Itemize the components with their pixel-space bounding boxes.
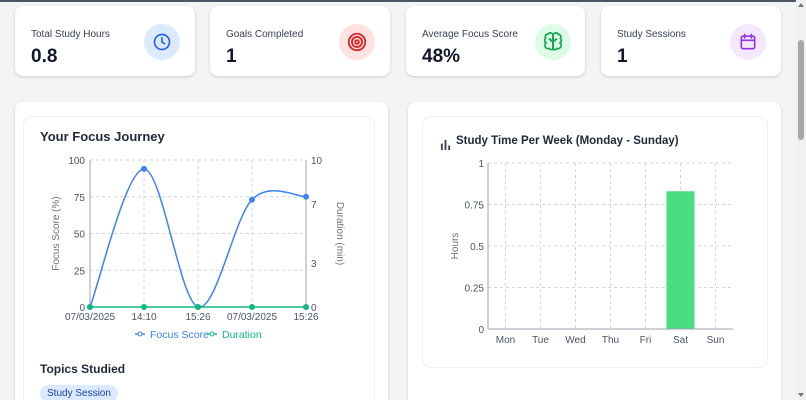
clock-icon xyxy=(144,24,180,60)
stat-card-goals-completed: Goals Completed 1 xyxy=(210,6,390,76)
stat-value: 1 xyxy=(226,46,237,67)
stat-title: Average Focus Score xyxy=(422,29,518,40)
focus-journey-panel xyxy=(15,102,388,400)
calendar-icon xyxy=(730,24,766,60)
stat-title: Study Sessions xyxy=(617,29,686,40)
y-tick-label: 100 xyxy=(68,156,85,167)
x-tick-label: Wed xyxy=(565,335,585,346)
data-point xyxy=(249,196,255,203)
data-point xyxy=(303,193,309,200)
y2-tick-label: 7 xyxy=(311,200,317,211)
bar-chart-icon xyxy=(440,137,451,155)
stat-title: Total Study Hours xyxy=(31,29,110,40)
series-line xyxy=(89,168,307,308)
x-tick-label: Tue xyxy=(532,335,549,346)
legend-label: Duration xyxy=(222,329,262,341)
y2-tick-label: 3 xyxy=(311,259,317,270)
target-icon xyxy=(339,24,375,60)
x-tick-label: Fri xyxy=(640,335,652,346)
y-tick-label: 0 xyxy=(79,303,85,314)
window-top-border xyxy=(0,0,806,2)
x-tick-label: 15:26 xyxy=(185,312,210,323)
legend-marker xyxy=(137,331,143,337)
x-tick-label: 07/03/2025 xyxy=(227,312,277,323)
x-tick-label: Mon xyxy=(496,335,515,346)
bar xyxy=(666,191,695,329)
y-tick-label: 0.5 xyxy=(470,242,484,253)
scroll-up-arrow-icon[interactable] xyxy=(798,3,804,7)
y-tick-label: 0 xyxy=(478,325,484,336)
topics-studied-title: Topics Studied xyxy=(40,362,126,376)
y2-tick-label: 10 xyxy=(311,156,323,167)
legend-marker xyxy=(209,331,215,337)
legend-label: Focus Score xyxy=(150,329,209,341)
stat-title: Goals Completed xyxy=(226,29,304,40)
data-point xyxy=(195,304,201,310)
data-point xyxy=(141,165,147,172)
topic-badge[interactable]: Study Session xyxy=(40,385,118,400)
weekly-bar-chart: 0 0.25 0.5 0.75 1 Mon Tue Wed Thu Fri Sat Sun Hours xyxy=(450,159,733,346)
stat-value: 1 xyxy=(617,46,628,67)
y-axis-label: Focus Score (%) xyxy=(51,196,62,270)
weekly-study-panel xyxy=(408,102,781,400)
y-axis-label: Hours xyxy=(450,233,461,260)
data-point xyxy=(141,304,147,310)
data-point xyxy=(87,304,93,310)
stat-card-average-focus: Average Focus Score 48% xyxy=(406,6,585,76)
scroll-down-arrow-icon[interactable] xyxy=(798,393,804,397)
x-tick-label: 07/03/2025 xyxy=(65,312,115,323)
y-tick-label: 25 xyxy=(74,266,86,277)
data-point xyxy=(249,304,255,310)
x-tick-label: 14:10 xyxy=(131,312,156,323)
brain-icon xyxy=(535,24,571,60)
focus-journey-title: Your Focus Journey xyxy=(40,129,165,144)
x-tick-label: Sat xyxy=(673,335,688,346)
x-tick-label: Sun xyxy=(707,335,725,346)
stat-card-total-hours: Total Study Hours 0.8 xyxy=(15,6,195,76)
stat-value: 0.8 xyxy=(31,46,58,67)
y2-tick-label: 0 xyxy=(311,303,317,314)
focus-journey-inner-card xyxy=(24,117,374,400)
x-tick-label: 15:26 xyxy=(293,312,318,323)
y-tick-label: 1 xyxy=(478,159,484,170)
weekly-chart-title: Study Time Per Week (Monday - Sunday) xyxy=(456,135,679,147)
data-point xyxy=(303,304,309,310)
y-tick-label: 0.25 xyxy=(465,284,485,295)
y2-axis-label: Duration (min) xyxy=(334,202,345,265)
weekly-study-inner-card xyxy=(423,117,767,367)
y-tick-label: 50 xyxy=(74,230,86,241)
page-scrollbar[interactable] xyxy=(796,0,806,400)
x-tick-label: Thu xyxy=(602,335,619,346)
stat-value: 48% xyxy=(422,46,461,67)
stat-card-study-sessions: Study Sessions 1 xyxy=(601,6,781,76)
y-tick-label: 75 xyxy=(74,193,86,204)
scroll-thumb[interactable] xyxy=(798,40,804,140)
y-tick-label: 0.75 xyxy=(465,201,485,212)
